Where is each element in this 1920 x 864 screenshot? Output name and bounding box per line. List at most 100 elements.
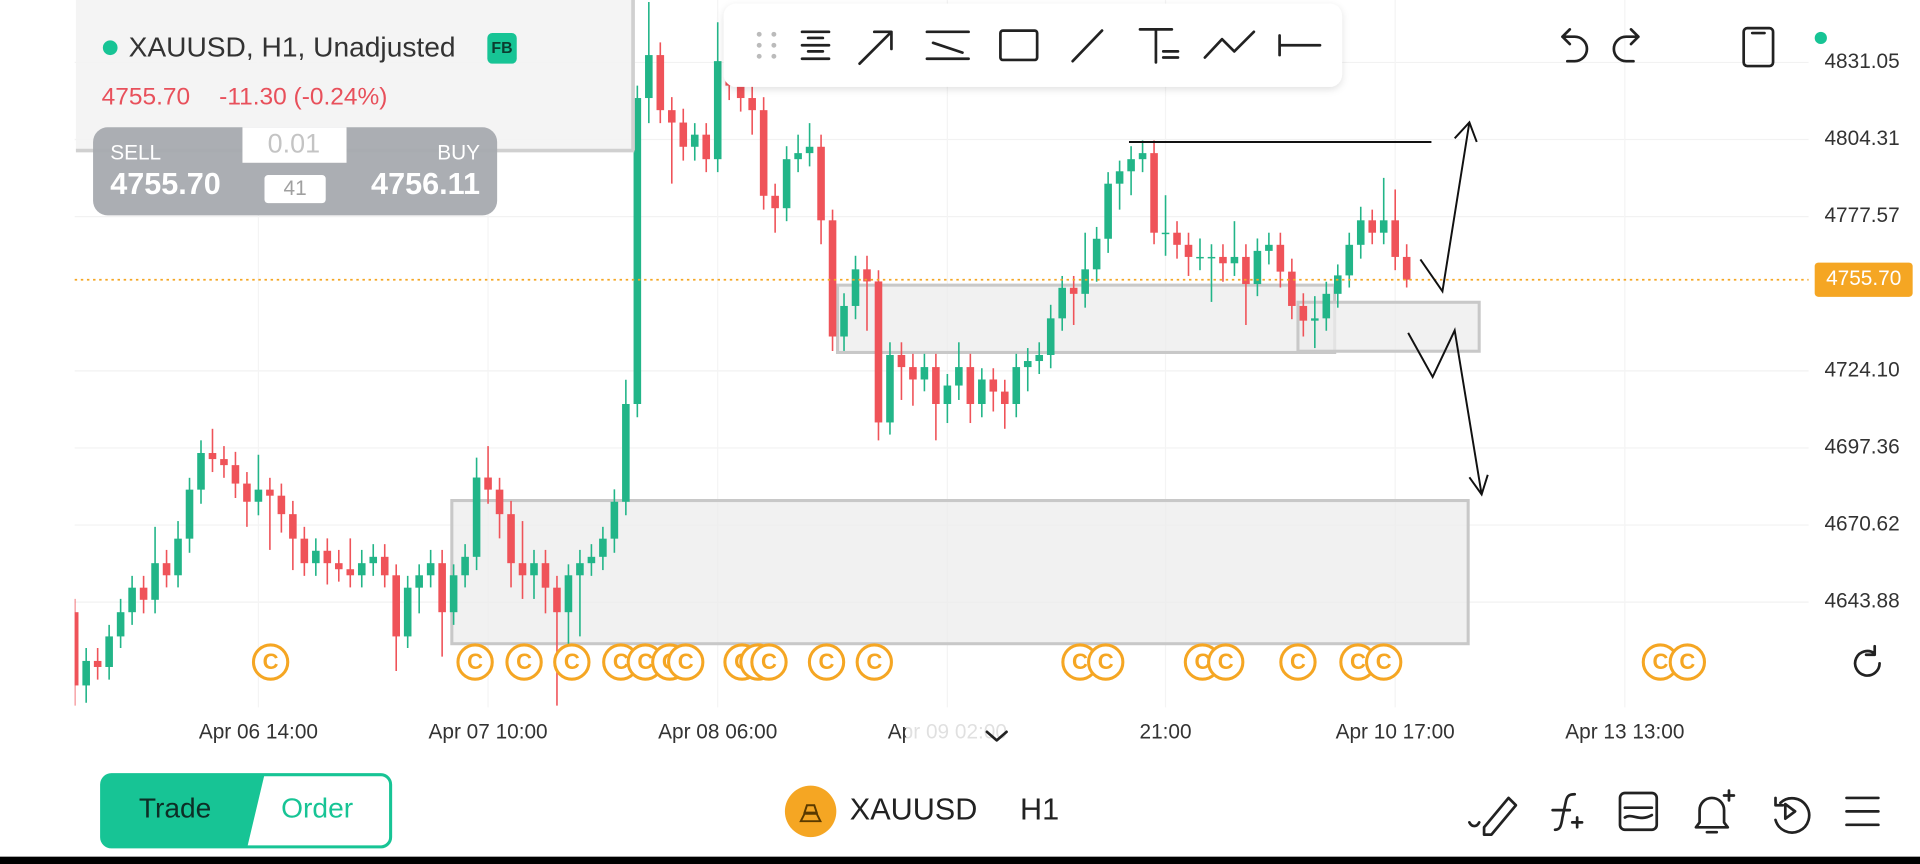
candle-body <box>93 660 102 667</box>
candle-body <box>507 514 515 564</box>
y-tick-label: 4697.36 <box>1824 435 1899 458</box>
event-marker <box>1207 643 1245 681</box>
candle-body <box>495 489 504 515</box>
event-marker <box>1279 643 1317 681</box>
candle-body <box>162 563 171 576</box>
candle-body <box>1356 220 1365 245</box>
candle-body <box>74 612 79 686</box>
candle-body <box>610 501 619 539</box>
candle-body <box>1069 287 1078 294</box>
reset-view[interactable] <box>1853 644 1881 677</box>
candle-body <box>656 55 665 111</box>
candle-body <box>1311 318 1319 321</box>
badge <box>487 33 517 64</box>
y-tick-label: 4804.31 <box>1824 127 1899 150</box>
path-tool[interactable] <box>1203 30 1256 59</box>
alert-button[interactable] <box>1694 789 1736 834</box>
footer-timeframe[interactable]: H1 <box>1020 792 1059 826</box>
badge-text: FB <box>491 40 512 57</box>
footer-symbol[interactable]: XAUUSD <box>850 792 978 826</box>
order-label[interactable]: Order <box>281 793 353 824</box>
event-marker <box>456 643 494 681</box>
arrow-tool[interactable] <box>858 30 893 65</box>
candle-body <box>1127 159 1135 172</box>
event-marker-label: C <box>516 649 532 674</box>
trade-panel[interactable] <box>93 127 498 216</box>
candle-body <box>633 98 642 404</box>
undo[interactable] <box>1561 28 1589 63</box>
fib-tool[interactable] <box>800 30 831 61</box>
candle-body <box>357 563 366 576</box>
candle-body <box>197 453 205 490</box>
last-price-label: 4755.70 <box>1826 267 1901 290</box>
candle-body <box>392 575 400 637</box>
lot-input[interactable] <box>242 127 347 163</box>
event-marker-label: C <box>637 649 653 674</box>
candle-body <box>243 483 251 502</box>
candle-body <box>599 538 607 557</box>
replay-button[interactable] <box>1774 796 1811 834</box>
candle-body <box>1104 183 1112 239</box>
event-marker-label: C <box>564 649 580 674</box>
event-marker <box>1668 643 1707 681</box>
candle-body <box>1184 244 1193 257</box>
x-tick-label: Apr 10 17:00 <box>1336 721 1455 744</box>
scroll-tab[interactable] <box>906 719 1085 754</box>
candle-body <box>1253 250 1262 285</box>
candle-body <box>713 61 722 160</box>
arrow-head <box>1453 120 1478 143</box>
buy-price[interactable]: 4756.11 <box>371 167 480 201</box>
text-tool[interactable] <box>1138 28 1180 64</box>
spread-value: 41 <box>284 177 307 200</box>
candle-body <box>1081 269 1089 294</box>
candle-body <box>449 575 458 613</box>
arrow-head <box>1468 474 1489 497</box>
event-marker <box>1365 643 1403 681</box>
symbol-icon <box>784 785 837 838</box>
draw-button[interactable] <box>1468 796 1518 836</box>
line-tool[interactable] <box>1071 29 1104 63</box>
event-marker <box>855 643 893 681</box>
candle-body <box>277 495 286 515</box>
event-marker-label: C <box>1072 649 1088 674</box>
trade-label[interactable]: Trade <box>139 793 211 824</box>
candle-body <box>1115 171 1124 184</box>
candle-body <box>139 587 148 600</box>
candle-body <box>128 587 136 613</box>
drag-handle[interactable] <box>756 31 777 59</box>
horizontal-line-tool[interactable] <box>1278 34 1322 57</box>
candle-body <box>874 281 883 423</box>
event-marker-label: C <box>678 649 694 674</box>
rectangle-tool[interactable] <box>999 29 1039 62</box>
drawn-arrow <box>1407 327 1483 495</box>
buy-label: BUY <box>437 142 480 165</box>
candle-body <box>840 305 848 337</box>
trade-tab[interactable] <box>101 774 265 847</box>
candle-body <box>403 587 412 637</box>
candle-body <box>151 563 159 600</box>
candle-body <box>116 612 125 637</box>
candle-body <box>346 569 355 576</box>
x-tick-label: 21:00 <box>1140 721 1192 744</box>
status-dot <box>102 40 118 56</box>
candle-body <box>966 367 975 404</box>
indicator-button[interactable] <box>1551 792 1584 832</box>
candle-body <box>415 575 423 588</box>
channel-tool[interactable] <box>925 30 970 61</box>
template-detail <box>1623 806 1654 820</box>
candle-body <box>231 465 240 484</box>
candle-body <box>622 403 630 502</box>
redo[interactable] <box>1612 28 1640 63</box>
candle-body <box>1035 354 1044 362</box>
candle-body <box>220 459 228 466</box>
menu-button[interactable] <box>1845 796 1880 827</box>
candle-body <box>932 367 940 404</box>
candle-body <box>1161 232 1170 235</box>
sell-price[interactable]: 4755.70 <box>110 167 221 201</box>
candle-body <box>1058 287 1066 319</box>
template-button[interactable] <box>1618 791 1659 832</box>
candle-body <box>1023 361 1032 368</box>
layout-toggle[interactable] <box>1742 26 1775 68</box>
last-price-tag <box>1814 262 1913 297</box>
